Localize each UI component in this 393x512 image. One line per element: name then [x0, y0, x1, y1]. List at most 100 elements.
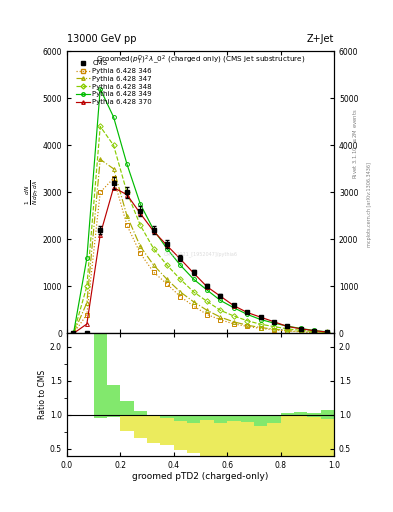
Pythia 6.428 349	[151, 227, 156, 233]
Pythia 6.428 346	[165, 281, 169, 287]
Pythia 6.428 349	[245, 311, 250, 317]
Pythia 6.428 346	[298, 329, 303, 335]
Pythia 6.428 348	[71, 330, 76, 336]
Pythia 6.428 348	[138, 222, 143, 228]
Pythia 6.428 349	[191, 276, 196, 283]
Pythia 6.428 346	[178, 294, 183, 300]
Pythia 6.428 346	[151, 269, 156, 275]
Pythia 6.428 349	[98, 86, 103, 92]
Pythia 6.428 349	[178, 262, 183, 268]
Pythia 6.428 349	[125, 161, 129, 167]
Pythia 6.428 349	[272, 320, 276, 326]
Pythia 6.428 370	[98, 231, 103, 238]
Text: Z+Jet: Z+Jet	[307, 33, 334, 44]
Pythia 6.428 349	[71, 330, 76, 336]
Text: Rivet 3.1.10, $\geq$2M events: Rivet 3.1.10, $\geq$2M events	[352, 108, 359, 179]
Pythia 6.428 347	[272, 326, 276, 332]
Pythia 6.428 346	[111, 175, 116, 181]
Pythia 6.428 347	[231, 319, 236, 325]
Pythia 6.428 347	[298, 329, 303, 335]
Pythia 6.428 346	[138, 250, 143, 257]
Pythia 6.428 346	[218, 317, 223, 323]
Text: CMS_2021_[1952047]/pythia6: CMS_2021_[1952047]/pythia6	[163, 251, 237, 257]
Y-axis label: $\frac{1}{N}\frac{dN}{dp_T\,d\lambda}$: $\frac{1}{N}\frac{dN}{dp_T\,d\lambda}$	[24, 179, 41, 205]
Pythia 6.428 348	[191, 289, 196, 295]
Pythia 6.428 349	[312, 327, 316, 333]
Line: Pythia 6.428 347: Pythia 6.428 347	[72, 157, 329, 335]
Pythia 6.428 348	[272, 324, 276, 330]
Pythia 6.428 370	[151, 228, 156, 234]
Pythia 6.428 370	[84, 321, 89, 327]
Pythia 6.428 370	[71, 330, 76, 336]
Pythia 6.428 349	[165, 246, 169, 252]
Pythia 6.428 347	[205, 307, 209, 313]
Y-axis label: Ratio to CMS: Ratio to CMS	[38, 370, 47, 419]
Text: mcplots.cern.ch [arXiv:1306.3436]: mcplots.cern.ch [arXiv:1306.3436]	[367, 162, 373, 247]
Pythia 6.428 348	[231, 313, 236, 319]
Pythia 6.428 348	[298, 327, 303, 333]
Pythia 6.428 349	[285, 323, 290, 329]
Text: 13000 GeV pp: 13000 GeV pp	[67, 33, 136, 44]
Pythia 6.428 370	[258, 314, 263, 320]
Pythia 6.428 346	[205, 311, 209, 317]
Pythia 6.428 348	[258, 321, 263, 327]
Pythia 6.428 347	[312, 329, 316, 335]
X-axis label: groomed pTD2 (charged-only): groomed pTD2 (charged-only)	[132, 472, 269, 481]
Pythia 6.428 349	[111, 114, 116, 120]
Pythia 6.428 346	[84, 311, 89, 317]
Pythia 6.428 348	[325, 329, 330, 335]
Line: Pythia 6.428 348: Pythia 6.428 348	[72, 124, 329, 335]
Pythia 6.428 370	[205, 284, 209, 290]
Line: Pythia 6.428 346: Pythia 6.428 346	[72, 176, 329, 335]
Pythia 6.428 346	[191, 303, 196, 309]
Pythia 6.428 346	[285, 328, 290, 334]
Pythia 6.428 346	[245, 323, 250, 329]
Pythia 6.428 347	[151, 262, 156, 268]
Pythia 6.428 346	[71, 330, 76, 336]
Pythia 6.428 349	[231, 305, 236, 311]
Pythia 6.428 370	[218, 293, 223, 300]
Pythia 6.428 348	[285, 326, 290, 332]
Pythia 6.428 370	[165, 242, 169, 248]
Pythia 6.428 346	[125, 222, 129, 228]
Pythia 6.428 346	[325, 330, 330, 336]
Pythia 6.428 347	[71, 330, 76, 336]
Pythia 6.428 347	[84, 300, 89, 306]
Pythia 6.428 347	[178, 289, 183, 295]
Pythia 6.428 370	[272, 318, 276, 325]
Pythia 6.428 348	[312, 329, 316, 335]
Pythia 6.428 349	[298, 326, 303, 332]
Legend: CMS, Pythia 6.428 346, Pythia 6.428 347, Pythia 6.428 348, Pythia 6.428 349, Pyt: CMS, Pythia 6.428 346, Pythia 6.428 347,…	[75, 60, 152, 105]
Text: Groomed$(p_T^D)^2\,\lambda\_0^2$ (charged only) (CMS jet substructure): Groomed$(p_T^D)^2\,\lambda\_0^2$ (charge…	[96, 54, 305, 67]
Pythia 6.428 370	[178, 256, 183, 262]
Pythia 6.428 346	[231, 321, 236, 327]
Pythia 6.428 348	[178, 276, 183, 283]
Pythia 6.428 347	[325, 330, 330, 336]
Pythia 6.428 347	[98, 156, 103, 162]
Pythia 6.428 346	[272, 327, 276, 333]
Pythia 6.428 347	[125, 213, 129, 219]
Pythia 6.428 370	[111, 184, 116, 190]
Pythia 6.428 348	[98, 123, 103, 130]
Pythia 6.428 348	[165, 262, 169, 268]
Pythia 6.428 370	[298, 326, 303, 332]
Pythia 6.428 347	[285, 328, 290, 334]
Pythia 6.428 347	[191, 299, 196, 305]
Pythia 6.428 346	[312, 330, 316, 336]
Pythia 6.428 370	[125, 191, 129, 198]
Pythia 6.428 347	[138, 243, 143, 249]
Pythia 6.428 349	[138, 201, 143, 207]
Pythia 6.428 349	[325, 329, 330, 335]
Pythia 6.428 349	[258, 316, 263, 323]
Pythia 6.428 370	[231, 303, 236, 309]
Pythia 6.428 348	[111, 142, 116, 148]
Line: Pythia 6.428 349: Pythia 6.428 349	[72, 87, 329, 335]
Pythia 6.428 349	[205, 287, 209, 293]
Pythia 6.428 347	[111, 166, 116, 172]
Pythia 6.428 370	[138, 210, 143, 217]
Pythia 6.428 348	[84, 283, 89, 289]
Pythia 6.428 348	[245, 317, 250, 324]
Pythia 6.428 347	[258, 325, 263, 331]
Pythia 6.428 347	[165, 276, 169, 283]
Pythia 6.428 347	[218, 314, 223, 320]
